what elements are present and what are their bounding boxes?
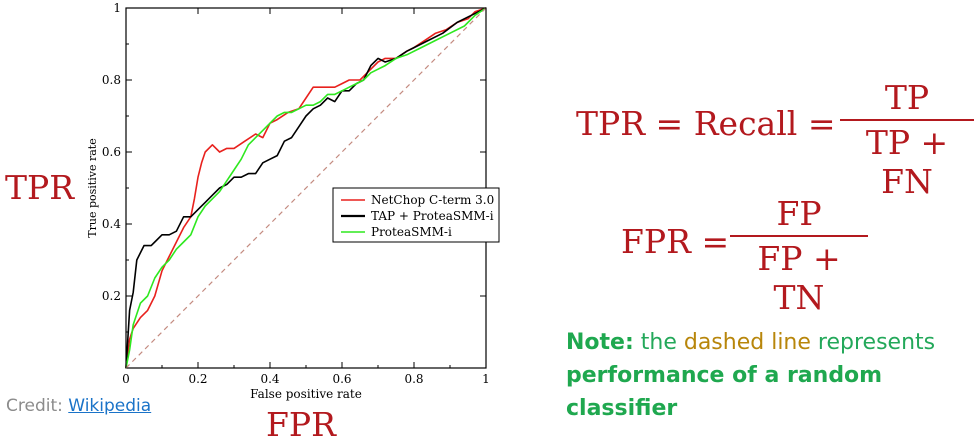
series-group [125,7,487,369]
axis-group: 0 0.2 0.4 0.6 0.8 1 0.2 0.4 0.6 0.8 1 False positiv… [86,1,490,401]
tpr-formula-lhs: TPR = Recall = [576,104,836,143]
series-line-tap-proteasmm-i [125,7,487,369]
fpr-axis-label: FPR [266,405,336,444]
series-line-diagonal [125,7,487,369]
legend-label: NetChop C-term 3.0 [371,193,494,207]
credit-prefix: Credit: [6,396,69,416]
legend: NetChop C-term 3.0 TAP + ProteaSMM-i Prote… [332,187,500,243]
fpr-formula-lhs: FPR = [621,222,730,261]
x-tick-label: 0.8 [404,372,423,386]
y-tick-label: 0.4 [102,217,121,231]
credit: Credit: Wikipedia [6,396,151,416]
x-tick-label: 0.2 [188,372,207,386]
tpr-fraction: TP TP + FN [840,78,974,201]
legend-label: ProteaSMM-i [371,225,452,239]
note-dashed-line: dashed line [683,330,811,355]
wikipedia-link[interactable]: Wikipedia [68,396,152,416]
tpr-numerator: TP [840,78,974,121]
tpr-axis-label: TPR [5,168,75,207]
series-line-proteasmm-i [125,7,487,369]
y-axis-title: True positive rate [86,138,99,237]
y-tick-label: 0.6 [102,145,121,159]
x-tick-label: 0.4 [260,372,279,386]
fpr-numerator: FP [730,194,868,237]
y-tick-label: 0.2 [102,289,121,303]
fpr-fraction: FP FP + TN [730,194,868,317]
note: Note: the dashed line represents perform… [566,326,976,425]
tpr-denominator: TP + FN [865,123,949,201]
note-part1: the [633,330,684,355]
note-part2: represents [810,330,936,355]
x-tick-label: 0 [122,372,130,386]
x-tick-label: 0.6 [332,372,351,386]
legend-label: TAP + ProteaSMM-i [371,209,494,223]
fpr-denominator: FP + TN [757,239,841,317]
x-tick-label: 1 [482,372,490,386]
y-tick-label: 0.8 [102,73,121,87]
note-bold-phrase: performance of a random classifier [566,363,883,421]
note-lead: Note: [566,330,634,355]
x-axis-title: False positive rate [250,387,362,401]
y-tick-label: 1 [113,1,121,15]
